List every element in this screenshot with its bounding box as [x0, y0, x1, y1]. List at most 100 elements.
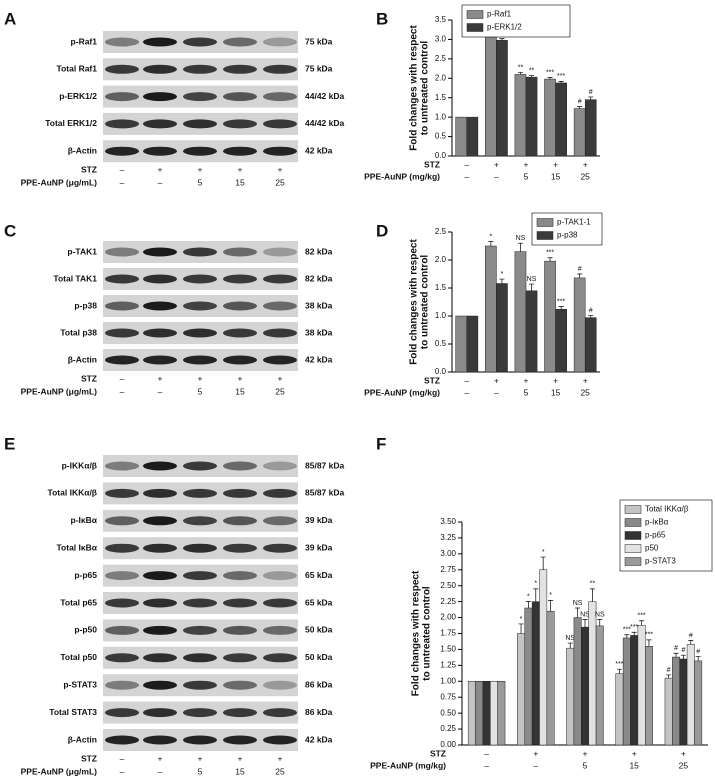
blot-band [263, 625, 297, 635]
blot-row-label: Total TAK1 [53, 273, 97, 283]
blot-band [105, 92, 139, 102]
blot-band [223, 708, 257, 718]
legend-swatch [466, 23, 484, 32]
blot-band [263, 708, 297, 718]
blot-band [183, 328, 217, 338]
y-axis-label: Fold changes with respect [409, 25, 420, 151]
bar [686, 644, 695, 746]
condition-value: – [158, 177, 163, 187]
error-bar [529, 75, 535, 78]
significance-label: # [578, 98, 582, 105]
legend-label: p-Raf1 [487, 10, 512, 19]
bar [544, 78, 556, 157]
legend-label: p-p65 [645, 531, 666, 540]
panel-letter: B [376, 9, 388, 28]
significance-label: # [578, 266, 582, 273]
error-bar [558, 306, 564, 310]
y-tick-label: 3.0 [435, 35, 447, 44]
condition-label: STZ [81, 164, 97, 174]
significance-label: NS [595, 611, 605, 618]
blot-band [223, 488, 257, 498]
legend-swatch [624, 505, 642, 514]
condition-value: + [278, 753, 283, 763]
bar [555, 82, 567, 157]
condition-value: + [158, 753, 163, 763]
condition-value: – [494, 171, 499, 181]
condition-value: – [464, 171, 469, 181]
y-tick-label: 2.5 [435, 227, 447, 236]
blot-band [105, 37, 139, 47]
significance-label: ** [590, 581, 596, 588]
condition-value: – [120, 373, 125, 383]
condition-value: 25 [275, 766, 285, 776]
condition-value: – [158, 386, 163, 396]
blot-band [143, 247, 177, 257]
y-tick-label: 0.0 [435, 367, 447, 376]
blot-band [143, 680, 177, 690]
condition-value: + [278, 373, 283, 383]
bar [524, 607, 533, 746]
blot-row-label: β-Actin [68, 145, 97, 155]
bar [467, 681, 476, 746]
blot-band [143, 653, 177, 663]
blot-band [183, 571, 217, 581]
error-bar [597, 619, 603, 626]
bar [497, 681, 506, 746]
blot-band [183, 146, 217, 156]
blot-band [263, 516, 297, 526]
blot-band [143, 571, 177, 581]
legend-label: p-TAK1-1 [557, 218, 591, 227]
blot-kda-label: 38 kDa [305, 300, 333, 310]
condition-value: 25 [580, 387, 590, 397]
condition-value: 15 [235, 177, 245, 187]
bar [679, 658, 688, 746]
legend-swatch [536, 218, 554, 227]
error-bar [624, 634, 630, 638]
error-bar [646, 639, 652, 647]
blot-row-label: Total p65 [60, 597, 97, 607]
error-bar [499, 38, 505, 41]
blot-band [263, 598, 297, 608]
condition-label: PPE-AuNP (μg/mL) [21, 386, 98, 396]
significance-label: * [542, 549, 545, 556]
condition-value: – [464, 375, 469, 385]
bar [546, 610, 555, 746]
condition-value: 15 [551, 171, 561, 181]
blot-band [263, 543, 297, 553]
blot-band [263, 653, 297, 663]
condition-value: + [553, 159, 558, 169]
significance-label: * [527, 593, 530, 600]
error-bar [558, 81, 564, 83]
bar [637, 624, 646, 746]
blot-row-label: Total p50 [60, 652, 97, 662]
significance-label: *** [645, 632, 653, 639]
condition-value: + [524, 159, 529, 169]
condition-value: + [533, 748, 538, 758]
bar [622, 637, 631, 746]
legend-swatch [624, 518, 642, 527]
blot-band [223, 64, 257, 74]
significance-label: * [489, 233, 492, 240]
condition-value: – [120, 386, 125, 396]
significance-label: * [520, 616, 523, 623]
blot-band [223, 92, 257, 102]
y-axis-label: to untreated control [420, 255, 431, 350]
blot-band [105, 247, 139, 257]
bar [573, 617, 582, 746]
condition-value: – [120, 766, 125, 776]
condition-value: + [494, 159, 499, 169]
blot-band [143, 488, 177, 498]
condition-value: – [494, 387, 499, 397]
y-tick-label: 1.50 [440, 645, 456, 654]
condition-value: + [238, 164, 243, 174]
blot-row-label: Total ERK1/2 [45, 118, 97, 128]
condition-label: PPE-AuNP (mg/kg) [370, 760, 446, 770]
blot-band [105, 571, 139, 581]
condition-value: 15 [551, 387, 561, 397]
condition-value: – [120, 164, 125, 174]
condition-label: PPE-AuNP (μg/mL) [21, 177, 98, 187]
y-tick-label: 1.5 [435, 283, 447, 292]
blot-band [183, 461, 217, 471]
blot-band [263, 735, 297, 745]
legend-label: Total IKKα/β [645, 505, 689, 514]
